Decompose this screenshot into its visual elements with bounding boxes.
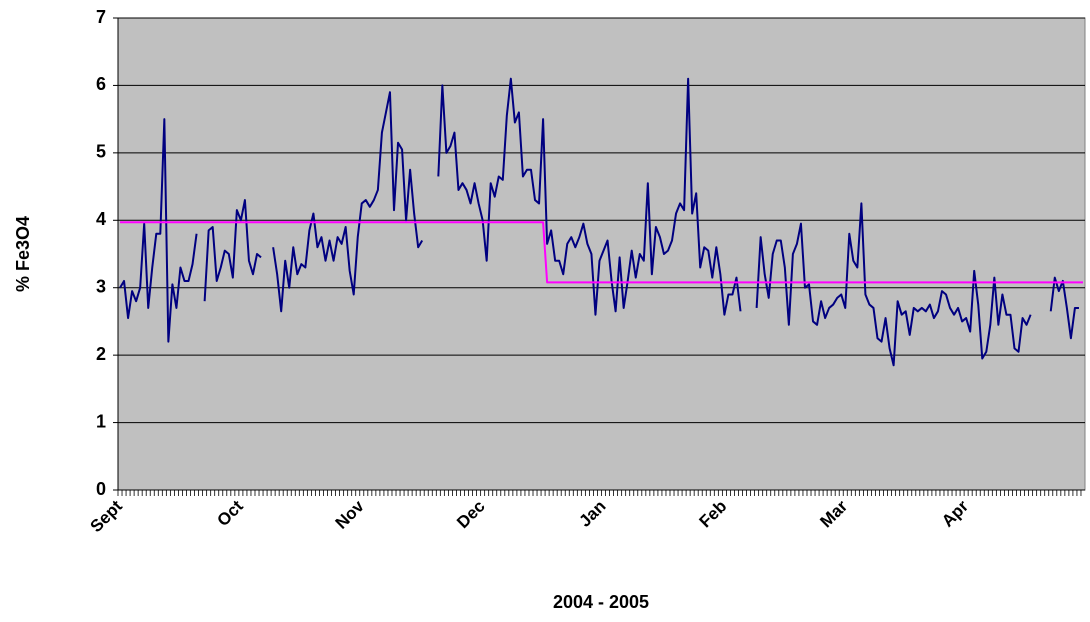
y-tick-label: 5 (96, 142, 106, 162)
x-tick-label: Nov (332, 496, 369, 533)
y-tick-label: 7 (96, 7, 106, 27)
x-axis-label: 2004 - 2005 (553, 592, 649, 612)
y-tick-label: 6 (96, 74, 106, 94)
y-tick-label: 4 (96, 209, 106, 229)
y-tick-label: 1 (96, 411, 106, 431)
x-tick-label: Feb (696, 497, 731, 532)
y-tick-label: 0 (96, 479, 106, 499)
x-tick-label: Dec (453, 497, 488, 532)
x-tick-label: Jan (575, 497, 609, 531)
x-tick-label: Oct (213, 496, 247, 530)
y-axis-label: % Fe3O4 (13, 216, 33, 292)
y-tick-label: 2 (96, 344, 106, 364)
x-tick-label: Apr (938, 496, 972, 530)
x-tick-label: Mar (816, 496, 851, 531)
data-line (119, 77, 1079, 367)
x-tick-label: Sept (87, 496, 127, 536)
y-tick-label: 3 (96, 276, 106, 296)
data-line (120, 221, 1083, 284)
